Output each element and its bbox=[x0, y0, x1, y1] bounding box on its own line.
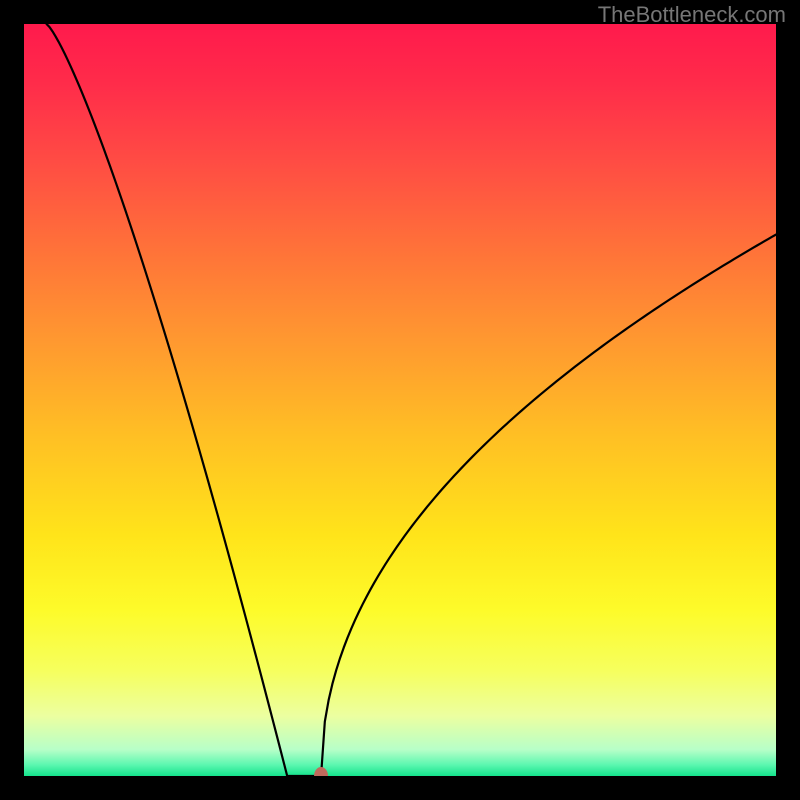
curve-layer bbox=[24, 24, 776, 776]
bottleneck-curve bbox=[47, 24, 776, 776]
plot-area bbox=[24, 24, 776, 776]
chart-stage: TheBottleneck.com bbox=[0, 0, 800, 800]
minimum-marker bbox=[314, 767, 328, 776]
watermark-text: TheBottleneck.com bbox=[598, 2, 786, 28]
